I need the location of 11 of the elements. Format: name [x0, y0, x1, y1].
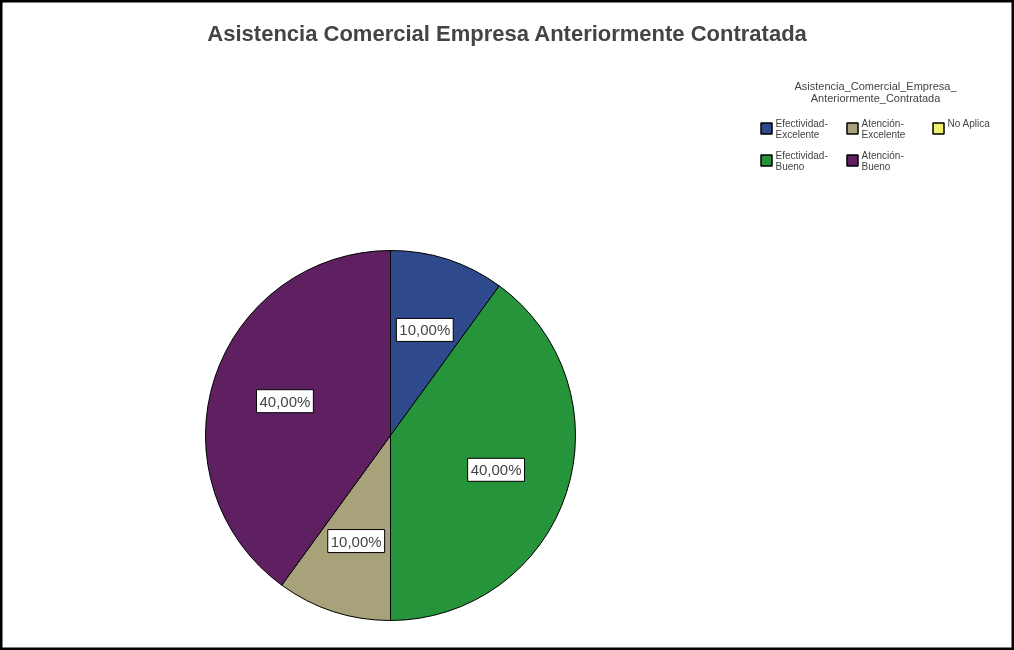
chart-title: Asistencia Comercial Empresa Anteriormente Contratada: [207, 20, 808, 46]
data-label: 10,00%: [330, 532, 382, 550]
data-label: 40,00%: [259, 392, 311, 410]
legend-label: Efectividad-Excelente: [775, 118, 828, 140]
legend-label: No Aplica: [947, 118, 991, 129]
legend-label: Atención-Excelente: [861, 118, 906, 140]
legend-label: Efectividad-Bueno: [775, 150, 828, 172]
data-label: 40,00%: [470, 461, 522, 479]
legend-title: Asistencia_Comercial_Empresa_Anteriormente_Contratada: [794, 79, 958, 104]
legend-label: Atención-Bueno: [861, 150, 904, 172]
data-label: 10,00%: [399, 321, 451, 339]
